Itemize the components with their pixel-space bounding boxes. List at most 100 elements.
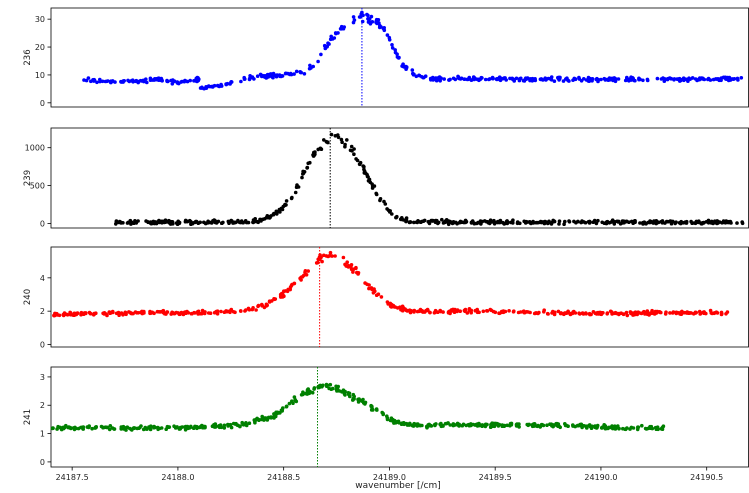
data-point [660,219,665,223]
data-point [466,77,471,82]
data-point [441,221,446,225]
data-point [728,78,733,82]
data-point [207,84,211,89]
data-point [171,79,176,84]
data-point [505,423,510,428]
data-point [376,292,381,297]
data-point [400,421,405,426]
data-point [72,313,76,318]
data-point [388,209,393,213]
data-point [174,310,179,315]
data-point [330,37,335,41]
data-point [390,46,395,50]
data-point [398,217,403,222]
data-point [711,221,715,225]
data-point [239,309,243,313]
data-point [525,422,529,427]
data-point [492,218,496,223]
data-point [215,83,220,88]
data-point [194,219,199,224]
data-point [726,220,730,225]
data-point [224,309,229,314]
data-point [428,310,432,315]
data-point [624,310,629,315]
data-point [280,207,285,212]
data-point [719,310,724,315]
data-point [325,140,330,144]
data-point [349,263,354,267]
data-point [272,297,277,302]
data-point [244,422,248,427]
data-point [557,219,562,223]
data-point [382,199,386,204]
data-point [385,417,390,422]
data-point [126,78,130,83]
data-point [141,78,145,83]
data-point [561,312,565,316]
data-point [385,414,389,419]
data-point [212,310,217,315]
data-point [160,221,164,225]
data-point [110,79,115,84]
data-point [621,426,625,431]
data-point [177,427,182,431]
data-point [251,220,256,225]
data-point [415,422,419,427]
data-point [324,254,329,258]
data-point [193,424,198,429]
data-point [318,146,323,151]
data-point [509,421,514,426]
data-point [420,219,425,224]
data-point [573,424,577,429]
data-point [577,75,581,80]
data-point [204,85,208,90]
data-point [50,426,55,431]
data-point [531,221,536,225]
data-point [255,74,260,78]
data-point [412,308,417,313]
data-point [640,423,644,428]
data-point [175,80,180,84]
data-point [456,74,460,79]
data-point [623,427,628,432]
data-point [740,221,745,226]
data-point [693,310,698,315]
data-point [128,220,132,224]
data-point [82,78,86,82]
data-point [385,207,389,211]
data-point [436,220,441,225]
data-point [460,220,465,224]
y-tick-label: 4 [40,274,45,283]
data-point [405,308,410,313]
data-point [272,416,276,420]
data-point [198,425,202,429]
data-point [322,43,327,48]
data-point [427,221,432,226]
data-point [310,390,315,395]
data-point [374,407,379,411]
data-point [597,310,601,315]
data-point [495,220,499,224]
data-point [343,389,347,394]
data-point [389,302,394,307]
data-point [209,221,214,225]
data-point [698,311,703,316]
data-point [382,28,387,33]
data-point [212,218,216,222]
data-point [261,417,266,421]
data-point [479,222,483,226]
y-tick-label: 1 [40,430,45,439]
data-point [660,425,665,430]
data-point [694,219,699,224]
data-point [256,417,261,422]
data-point [593,424,597,428]
data-point [545,311,550,316]
data-point [630,311,635,316]
data-point [551,424,555,429]
y-tick-label: 2 [40,401,45,410]
data-point [566,309,570,314]
data-point [277,209,282,213]
data-point [418,423,423,428]
data-point [511,221,515,225]
data-point [533,78,538,83]
